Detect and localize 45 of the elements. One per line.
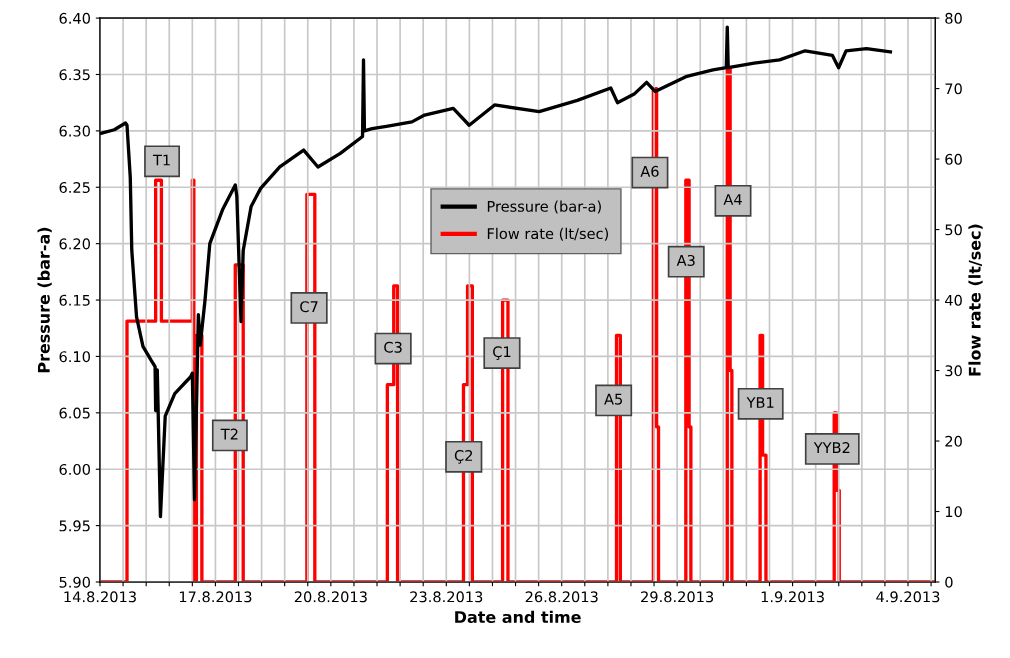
y2-tick-label: 80 [945, 12, 962, 24]
legend-label: Flow rate (lt/sec) [487, 227, 609, 241]
legend-label: Pressure (bar-a) [487, 200, 601, 214]
x-tick-label: 23.8.2013 [410, 591, 483, 603]
y-tick-label: 6.35 [59, 69, 90, 81]
y-tick-label: 6.40 [59, 12, 90, 24]
y2-tick-label: 60 [945, 153, 962, 165]
x-tick-label: 4.9.2013 [876, 591, 940, 603]
y2-tick-label: 50 [945, 224, 962, 236]
y-tick-label: 6.20 [59, 238, 90, 250]
x-tick-label: 14.8.2013 [64, 591, 136, 603]
y-axis-title: Pressure (bar-a) [37, 227, 52, 373]
annotation: C7 [300, 301, 318, 313]
annotation: A5 [604, 393, 623, 405]
annotation: C3 [384, 341, 402, 353]
annotation: Ç2 [454, 450, 473, 464]
annotation: YYB2 [813, 442, 850, 453]
y-tick-label: 6.10 [59, 351, 90, 363]
y2-tick-label: 10 [945, 506, 962, 518]
annotation: T2 [220, 428, 238, 440]
x-tick-label: 1.9.2013 [761, 591, 824, 603]
annotation: A3 [676, 254, 695, 266]
y2-tick-label: 20 [945, 435, 962, 447]
x-tick-label: 20.8.2013 [294, 591, 367, 603]
x-axis-title: Date and time [455, 610, 581, 624]
y2-tick-label: 30 [945, 365, 962, 377]
y-tick-label: 5.95 [59, 520, 90, 532]
x-tick-label: 17.8.2013 [179, 591, 252, 603]
y-tick-label: 6.15 [59, 294, 90, 306]
y-tick-label: 6.30 [59, 125, 90, 137]
y2-tick-label: 40 [945, 294, 962, 306]
y-tick-label: 6.25 [59, 181, 90, 194]
annotation: Ç1 [493, 346, 511, 360]
annotation: T1 [152, 154, 170, 166]
annotation: A4 [723, 194, 742, 205]
x-tick-label: 26.8.2013 [525, 591, 598, 603]
y-tick-label: 5.90 [59, 576, 90, 588]
x-tick-label: 29.8.2013 [641, 591, 714, 603]
y-tick-label: 6.00 [59, 463, 90, 475]
y2-tick-label: 70 [945, 83, 962, 95]
annotation: A6 [640, 165, 659, 177]
y2-axis-title: Flow rate (lt/sec) [968, 224, 983, 376]
y2-tick-label: 0 [945, 576, 953, 588]
annotation: YB1 [746, 397, 774, 408]
y-tick-label: 6.05 [59, 407, 90, 419]
